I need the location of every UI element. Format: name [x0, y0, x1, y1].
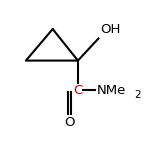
Text: O: O — [64, 116, 75, 129]
Text: OH: OH — [100, 23, 120, 36]
Text: C: C — [73, 84, 83, 97]
Text: 2: 2 — [134, 90, 141, 100]
Text: NMe: NMe — [97, 84, 126, 97]
